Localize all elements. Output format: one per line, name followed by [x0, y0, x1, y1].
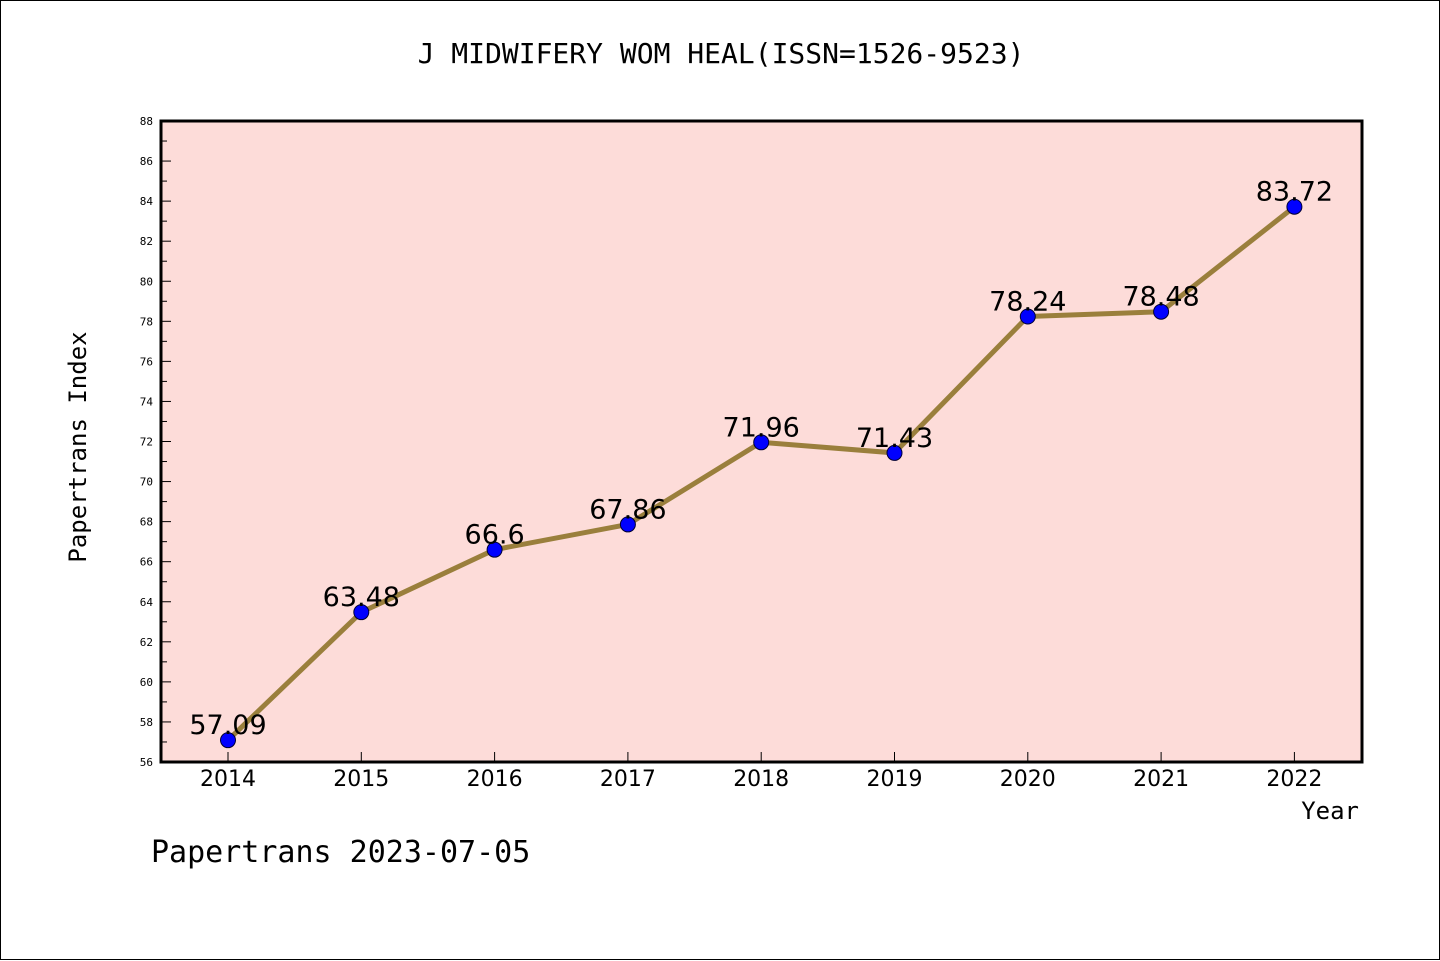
x-tick-label: 2020	[1000, 767, 1056, 792]
x-tick-label: 2015	[333, 767, 389, 792]
data-label: 83.72	[1256, 177, 1333, 208]
x-tick-label: 2014	[200, 767, 256, 792]
x-tick-label: 2017	[600, 767, 656, 792]
y-tick-label: 64	[140, 596, 154, 609]
y-tick-label: 74	[140, 395, 154, 408]
data-point	[1019, 308, 1036, 325]
plot-border	[159, 119, 1364, 764]
data-label: 78.48	[1122, 282, 1199, 313]
data-label: 71.43	[856, 423, 933, 454]
data-label: 57.09	[189, 710, 266, 741]
data-point	[220, 732, 236, 749]
y-tick-label: 68	[140, 516, 153, 529]
y-tick-label: 78	[140, 315, 153, 328]
data-point	[353, 604, 370, 621]
y-tick-label: 62	[140, 636, 153, 649]
y-tick-label: 82	[140, 235, 153, 248]
x-tick-label: 2016	[467, 767, 523, 792]
y-tick-label: 84	[140, 195, 154, 208]
y-tick-label: 88	[140, 115, 153, 128]
data-point	[1153, 303, 1170, 320]
y-tick-label: 66	[140, 556, 153, 569]
data-label: 78.24	[989, 287, 1066, 318]
y-tick-label: 72	[140, 436, 153, 449]
x-tick-label: 2018	[733, 767, 789, 792]
data-point	[886, 444, 903, 461]
data-point	[1286, 198, 1303, 215]
chart-title: J MIDWIFERY WOM HEAL(ISSN=1526-9523)	[417, 37, 1025, 70]
x-tick-label: 2022	[1266, 767, 1322, 792]
y-tick-label: 56	[140, 756, 153, 769]
x-tick-label: 2019	[867, 767, 923, 792]
y-tick-label: 70	[140, 476, 153, 489]
y-tick-label: 60	[140, 676, 153, 689]
y-tick-label: 76	[140, 355, 153, 368]
data-label: 71.96	[723, 412, 800, 443]
x-axis-label: Year	[1301, 797, 1359, 825]
y-tick-label: 80	[140, 275, 153, 288]
data-label: 66.6	[465, 520, 525, 551]
data-point	[619, 516, 636, 533]
data-point	[753, 434, 770, 451]
data-label: 67.86	[589, 494, 666, 525]
data-label: 63.48	[323, 582, 400, 613]
y-tick-label: 58	[140, 716, 153, 729]
x-tick-label: 2021	[1133, 767, 1189, 792]
y-tick-label: 86	[140, 155, 153, 168]
data-point	[486, 541, 503, 558]
footer-note: Papertrans 2023-07-05	[151, 835, 531, 870]
